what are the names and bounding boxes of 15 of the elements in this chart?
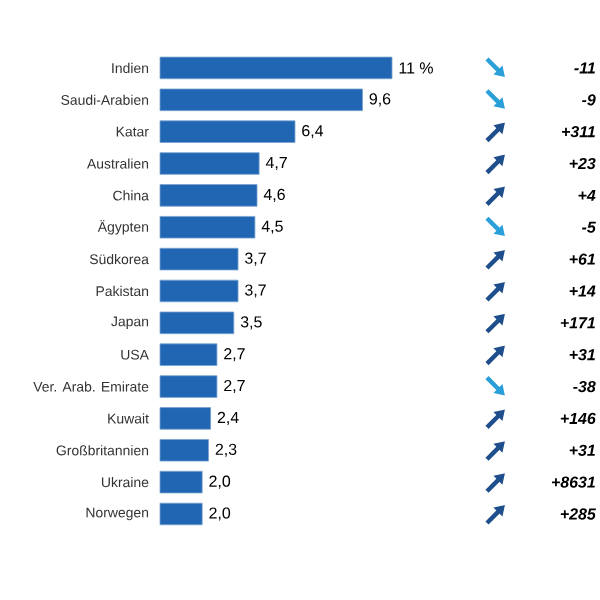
bar	[159, 407, 212, 430]
bar	[159, 184, 258, 207]
bar	[159, 247, 239, 271]
bar	[159, 439, 209, 462]
bar	[159, 56, 393, 80]
bar	[159, 152, 260, 175]
bar	[159, 279, 239, 303]
bar	[159, 470, 203, 494]
bar	[159, 311, 235, 335]
bar	[159, 343, 218, 366]
bar	[159, 120, 296, 143]
bar	[159, 88, 363, 112]
bar	[159, 216, 256, 239]
bar	[159, 375, 218, 398]
bar	[159, 502, 203, 526]
